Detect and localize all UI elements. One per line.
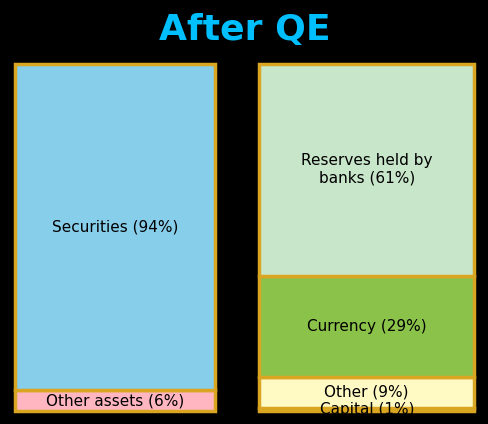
FancyBboxPatch shape <box>259 276 473 377</box>
FancyBboxPatch shape <box>15 391 215 411</box>
Text: Other assets (6%): Other assets (6%) <box>46 393 183 408</box>
FancyBboxPatch shape <box>15 64 215 391</box>
FancyBboxPatch shape <box>259 408 473 411</box>
Text: Reserves held by
banks (61%): Reserves held by banks (61%) <box>301 153 431 186</box>
FancyBboxPatch shape <box>259 64 473 276</box>
Text: Capital (1%): Capital (1%) <box>319 402 413 417</box>
Text: Other (9%): Other (9%) <box>324 385 408 400</box>
FancyBboxPatch shape <box>259 377 473 408</box>
Text: Currency (29%): Currency (29%) <box>306 318 426 334</box>
Text: After QE: After QE <box>159 13 329 47</box>
Text: Securities (94%): Securities (94%) <box>52 220 178 234</box>
